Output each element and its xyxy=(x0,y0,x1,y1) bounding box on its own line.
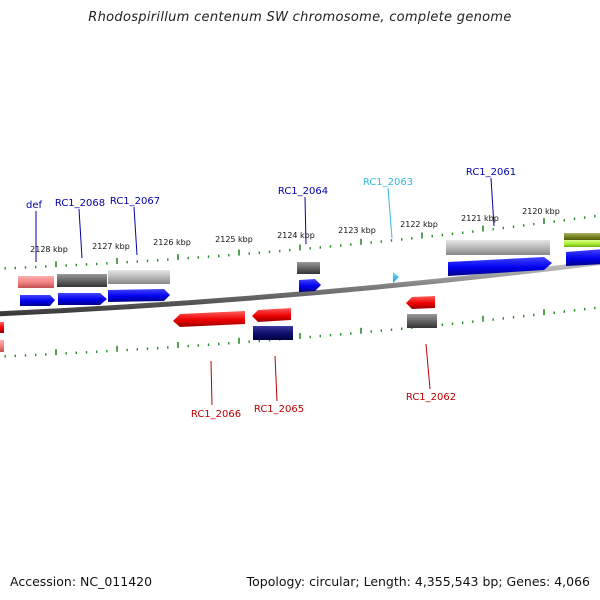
cds-rc1-2062 xyxy=(406,296,435,309)
cds-rc1-2064 xyxy=(299,279,321,292)
leader-rc1-2061 xyxy=(490,177,495,227)
kbp-label: 2124 kbp xyxy=(277,231,315,240)
kbp-label: 2126 kbp xyxy=(153,238,191,247)
gene-rc1-2064-upper xyxy=(297,262,320,274)
topology-text: Topology: circular; Length: 4,355,543 bp… xyxy=(246,574,590,589)
cds-rc1-2061 xyxy=(448,257,552,276)
leader-rc1-2062 xyxy=(425,343,431,390)
cds-def xyxy=(20,295,55,306)
gene-rc1-2068-upper xyxy=(57,274,107,287)
cds-rc1-2066 xyxy=(173,311,245,327)
cds-rc1-2067 xyxy=(108,289,170,302)
gene-rc1-2065-lower xyxy=(253,326,293,340)
kbp-label: 2123 kbp xyxy=(338,226,376,235)
chromosome-backbone xyxy=(0,260,600,317)
gene-label-def: def xyxy=(26,200,43,211)
gene-label-rc1-2062: RC1_2062 xyxy=(406,392,456,403)
cds-edge-left xyxy=(0,322,4,333)
kbp-label: 2128 kbp xyxy=(30,245,68,254)
kbp-label: 2127 kbp xyxy=(92,242,130,251)
gene-rc1-2067-upper xyxy=(108,270,170,284)
gene-label-rc1-2067: RC1_2067 xyxy=(110,196,160,207)
leader-rc1-2064 xyxy=(304,196,307,245)
cds-rc1-2068 xyxy=(58,293,107,305)
cds-edge-right xyxy=(566,249,600,266)
gene-label-rc1-2065: RC1_2065 xyxy=(254,404,304,415)
leader-rc1-2067 xyxy=(133,206,138,256)
gene-label-rc1-2064: RC1_2064 xyxy=(278,186,328,197)
leader-rc1-2063 xyxy=(387,187,393,239)
gene-label-rc1-2063: RC1_2063 xyxy=(363,177,413,188)
gene-rc1-2061-upper xyxy=(446,240,550,255)
gene-rc1-2062-lower xyxy=(407,314,437,328)
leader-rc1-2068 xyxy=(78,208,83,259)
gene-label-rc1-2068: RC1_2068 xyxy=(55,198,105,209)
gene-label-rc1-2066: RC1_2066 xyxy=(191,409,241,420)
upper-scale-ticks xyxy=(4,214,596,270)
cds-rc1-2063 xyxy=(393,272,399,283)
kbp-label: 2120 kbp xyxy=(522,207,560,216)
leader-rc1-2065 xyxy=(274,355,278,402)
gene-def-upper xyxy=(18,276,54,288)
cds-rc1-2065 xyxy=(252,308,291,322)
gene-olive-upper xyxy=(564,233,600,241)
kbp-label: 2122 kbp xyxy=(400,220,438,229)
kbp-label: 2125 kbp xyxy=(215,235,253,244)
gene-lime-upper xyxy=(564,240,600,247)
map-title: Rhodospirillum centenum SW chromosome, c… xyxy=(88,10,512,25)
kbp-label: 2121 kbp xyxy=(461,214,499,223)
gene-edge-left-lower xyxy=(0,340,4,352)
gene-label-rc1-2061: RC1_2061 xyxy=(466,167,516,178)
leader-rc1-2066 xyxy=(210,360,213,406)
accession-text: Accession: NC_011420 xyxy=(10,574,153,589)
